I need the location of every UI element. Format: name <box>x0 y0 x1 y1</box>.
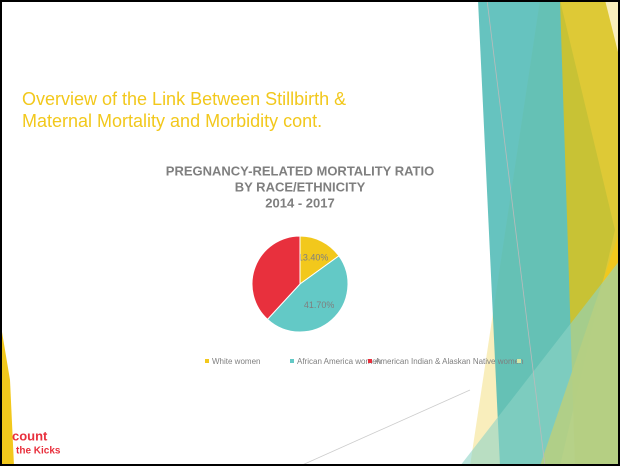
chart-title: 2014 - 2017 <box>265 195 334 210</box>
legend-marker <box>205 359 209 363</box>
legend-marker <box>368 359 372 363</box>
chart-title: PREGNANCY-RELATED MORTALITY RATIO <box>166 163 434 178</box>
logo-text: count <box>12 428 48 443</box>
legend-marker <box>517 359 521 363</box>
data-label: 41.70% <box>304 300 335 310</box>
data-label: 13.40% <box>298 253 329 263</box>
logo-text: the Kicks <box>16 446 61 457</box>
chart-title: BY RACE/ETHNICITY <box>235 179 366 194</box>
legend-marker <box>290 359 294 363</box>
slide: Overview of the Link Between Stillbirth … <box>0 0 620 466</box>
slide-title: Maternal Mortality and Morbidity cont. <box>22 111 322 131</box>
legend-label: White women <box>212 357 260 366</box>
legend-label: American Indian & Alaskan Native women <box>375 357 524 366</box>
slide-title: Overview of the Link Between Stillbirth … <box>22 89 346 109</box>
